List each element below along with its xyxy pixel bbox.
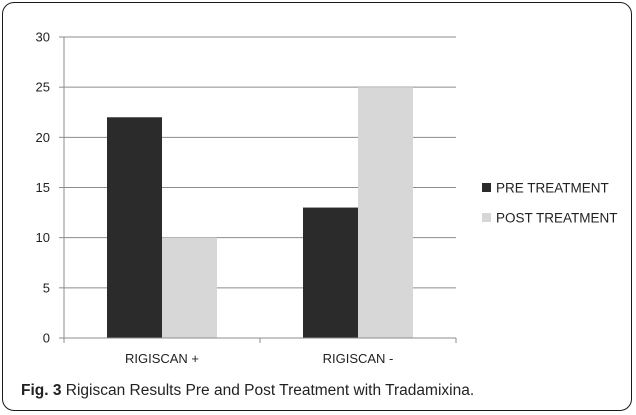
y-tick-label: 10	[36, 230, 50, 245]
legend: PRE TREATMENT POST TREATMENT	[482, 181, 618, 226]
x-tick-label: RIGISCAN -	[323, 351, 394, 366]
legend-label: PRE TREATMENT	[496, 181, 609, 196]
bars	[107, 87, 413, 339]
y-tick-label: 20	[36, 130, 50, 145]
figure-frame	[2, 2, 632, 411]
bar-pre-treatment-2	[303, 207, 358, 338]
legend-swatch	[482, 183, 491, 192]
figure-caption: Fig. 3 Rigiscan Results Pre and Post Tre…	[21, 382, 474, 400]
x-axis-tick-labels: RIGISCAN + RIGISCAN -	[125, 351, 393, 366]
y-tick-label: 15	[36, 180, 50, 195]
bar-post-treatment-2	[358, 87, 413, 339]
y-tick-label: 25	[36, 80, 50, 95]
caption-label: Fig. 3	[21, 382, 62, 399]
bar-chart: 0 5 10 15 20 25 30 RIGISCAN + RIGISCAN - PRE TR…	[36, 30, 618, 367]
bar-post-treatment-1	[162, 237, 217, 338]
y-tick-label: 0	[43, 331, 50, 346]
legend-label: POST TREATMENT	[496, 211, 618, 226]
y-tick-label: 30	[36, 30, 50, 45]
y-axis-tick-labels: 0 5 10 15 20 25 30	[36, 30, 65, 346]
legend-swatch	[482, 213, 491, 222]
y-tick-label: 5	[43, 280, 50, 295]
caption-text: Rigiscan Results Pre and Post Treatment …	[65, 382, 475, 399]
x-axis	[63, 337, 457, 343]
x-tick-label: RIGISCAN +	[125, 351, 199, 366]
bar-pre-treatment-1	[107, 117, 162, 339]
